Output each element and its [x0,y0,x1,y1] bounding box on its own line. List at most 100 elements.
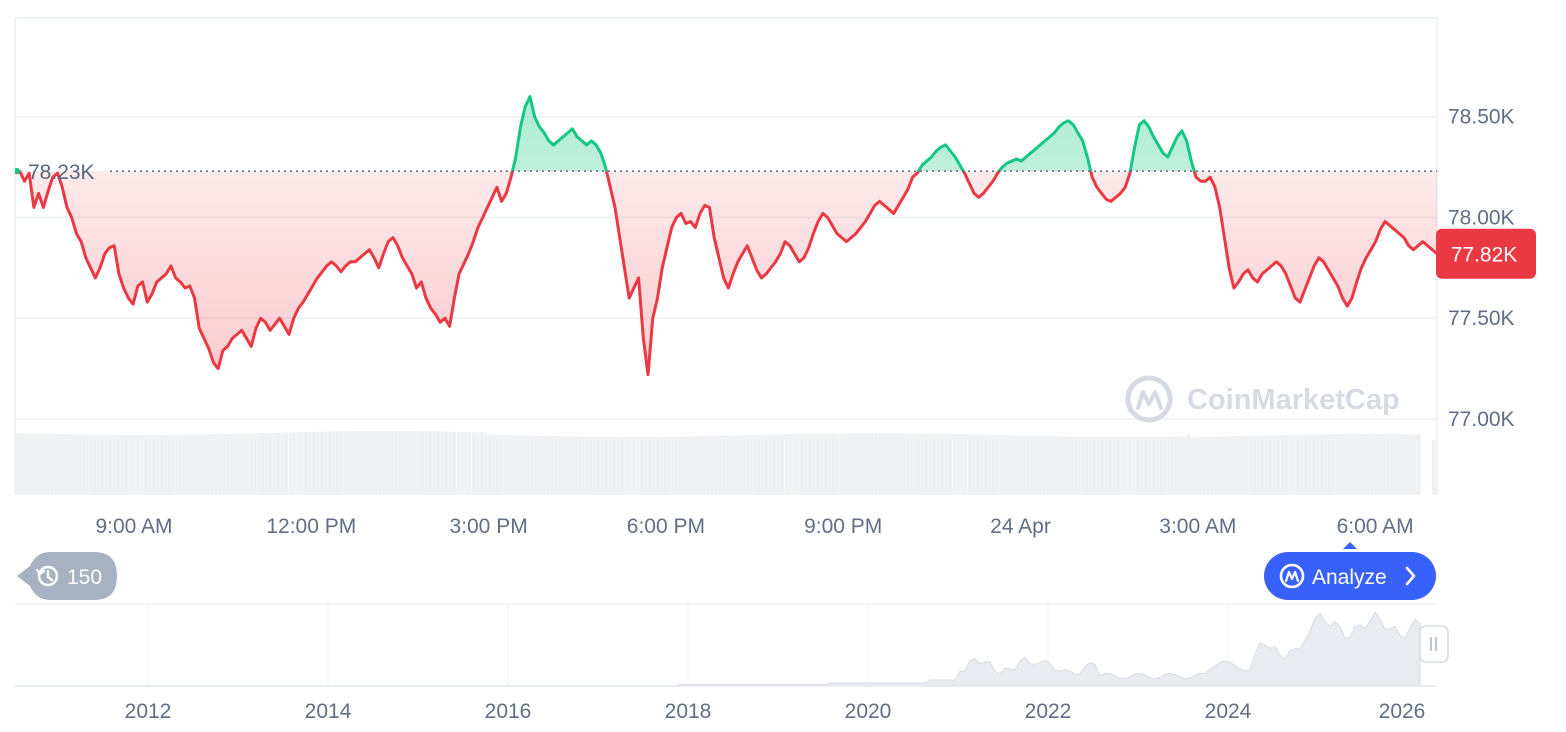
volume-bar [405,431,410,495]
volume-bar [1186,434,1191,495]
volume-bar [163,434,168,495]
volume-bar [632,437,636,495]
volume-bar [57,434,62,495]
volume-bar [1182,436,1187,495]
volume-bar [85,434,89,495]
volume-bar [944,433,949,495]
volume-bar [1245,435,1249,495]
volume-bar [179,434,183,495]
volume-bar [1338,434,1343,495]
volume-bar [190,434,195,495]
volume-bar [737,435,742,495]
volume-bar [698,436,703,495]
volume-bar [917,433,921,495]
history-pill[interactable]: 150 [17,552,117,600]
volume-bar [1159,436,1163,495]
volume-bar [1233,436,1238,495]
volume-bar [1007,435,1011,495]
volume-bar [940,433,945,495]
volume-bar [483,432,488,495]
volume-bar [987,434,992,495]
volume-bar [249,433,253,495]
volume-bar [296,432,300,495]
volume-bar [663,436,667,495]
volume-bar [264,432,269,495]
volume-bar [1038,436,1042,495]
volume-bar [1284,434,1288,495]
volume-bar [1276,435,1281,495]
volume-bar [772,434,777,495]
volume-bar [354,431,359,495]
volume-bar [1370,434,1374,495]
volume-bar [561,436,566,495]
volume-bar [1241,436,1245,495]
volume-bar [1049,436,1054,495]
volume-bar [15,433,19,495]
volume-bar [757,434,761,495]
volume-bar [1065,436,1070,495]
volume-bar [780,434,785,495]
volume-bar [225,433,230,495]
volume-bar [1061,436,1066,495]
volume-bar [714,435,718,495]
volume-bar [1108,436,1113,495]
volume-bar [155,434,160,495]
volume-bar [921,433,925,495]
volume-bar [245,433,250,495]
volume-bar [1272,435,1277,495]
volume-bar [425,431,429,495]
volume-bar [1311,434,1316,495]
volume-bar [479,432,484,495]
volume-bar [710,436,714,495]
analyze-button[interactable]: Analyze [1264,552,1436,600]
volume-bar [1085,436,1089,495]
volume-bar [237,433,242,495]
volume-bar [1073,436,1078,495]
volume-bar [393,431,398,495]
volume-bar [604,436,609,495]
reference-price-label: 78.23K [28,161,95,184]
volume-bar [702,436,706,495]
volume-bar [448,431,453,495]
volume-bar [241,433,246,495]
volume-bar [1057,436,1062,495]
navigator[interactable]: 2012 2014 2016 2018 2020 2022 2024 2026 [15,603,1449,723]
volume-bar [624,437,628,495]
volume-bar [202,434,207,495]
below-reference-area [19,171,1437,375]
volume-bar [218,434,222,495]
volume-bar [1253,435,1257,495]
volume-bar [1335,434,1339,495]
volume-bar [612,436,617,495]
volume-bar [874,433,878,495]
volume-bar [26,433,31,495]
volume-bar [538,435,542,495]
volume-bar [171,434,175,495]
volume-bar [468,432,472,495]
volume-bar [50,433,54,495]
volume-bar [1128,436,1132,495]
volume-bar [518,435,523,495]
volume-bar [323,431,328,495]
volume-bar [210,434,214,495]
volume-bar [628,437,632,495]
coinmarketcap-watermark: CoinMarketCap [1125,375,1400,423]
volume-bar [132,434,136,495]
volume-bar [866,433,871,495]
navigator-handle[interactable] [1419,625,1449,663]
volume-bar [1354,434,1359,495]
volume-bar [1350,434,1355,495]
volume-bar [686,436,691,495]
volume-bar [346,431,351,495]
volume-bar [1003,435,1007,495]
volume-bar [706,436,710,495]
volume-bar [964,434,968,495]
volume-bar [507,435,511,495]
volume-bar [581,436,585,495]
volume-bar [1264,435,1269,495]
volume-bar [378,431,382,495]
volume-bar [417,431,421,495]
volume-bar [682,436,687,495]
volume-bar [635,436,640,495]
volume-bar [897,433,902,495]
